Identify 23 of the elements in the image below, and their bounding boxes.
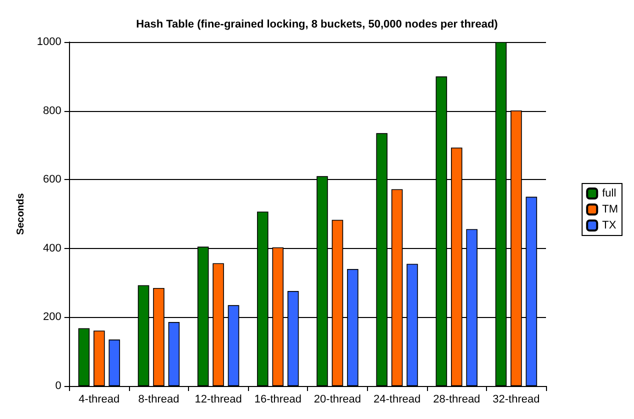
x-tick-label: 24-thread	[374, 394, 421, 406]
y-tick-label: 800	[43, 104, 62, 117]
bar	[108, 340, 120, 386]
bar	[94, 330, 105, 386]
y-tick-label: 200	[43, 311, 62, 324]
bar	[168, 322, 180, 386]
y-axis-title: Seconds	[16, 192, 26, 235]
x-tick-label: 8-thread	[138, 394, 180, 406]
y-tick-label: 600	[43, 174, 62, 186]
x-tick-label: 28-thread	[433, 394, 480, 406]
legend-label: TX	[602, 220, 617, 232]
y-tick-label: 0	[55, 380, 62, 392]
x-tick-label: 20-thread	[314, 394, 362, 406]
bar	[78, 328, 90, 386]
y-tick-label: 1000	[36, 36, 62, 48]
y-tick-label: 400	[43, 242, 62, 254]
legend-label: TM	[602, 204, 618, 216]
legend-label: full	[602, 188, 616, 200]
chart-title: Hash Table (fine-grained locking, 8 buckets, 50,000 nodes per thread)	[136, 18, 498, 30]
x-tick-label: 16-thread	[254, 394, 302, 406]
x-tick-label: 32-thread	[492, 394, 540, 406]
x-tick-label: 12-thread	[194, 394, 242, 406]
x-tick-label: 4-thread	[78, 394, 120, 406]
